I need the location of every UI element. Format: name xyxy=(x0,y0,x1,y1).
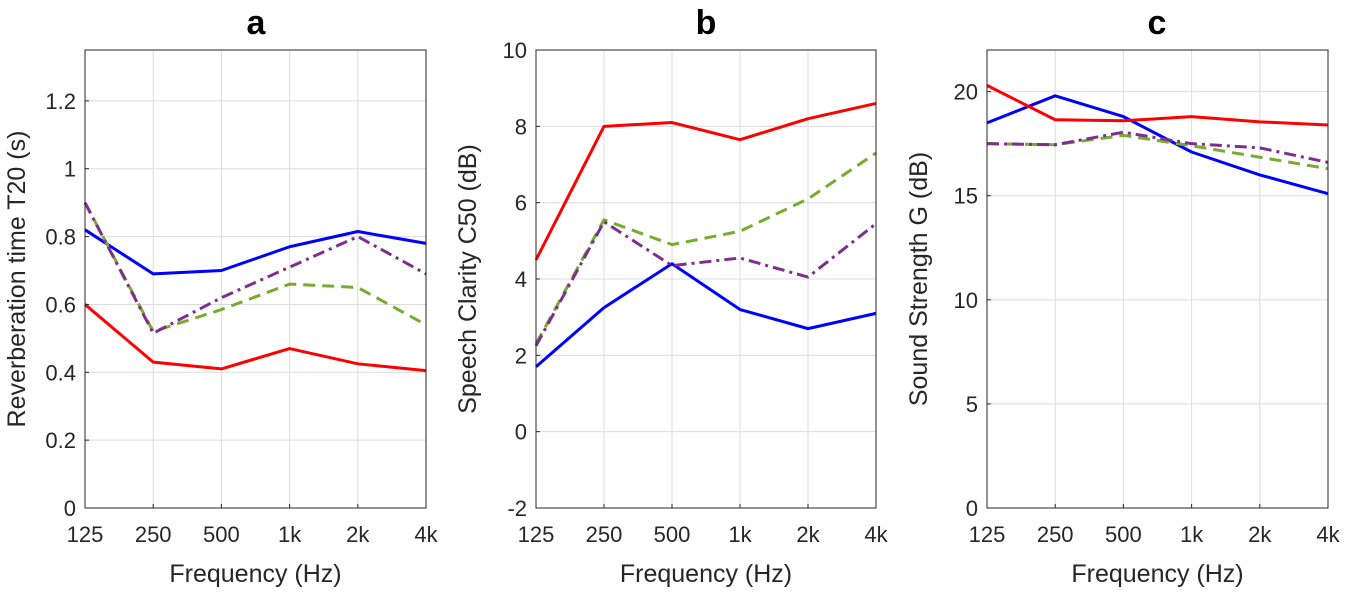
y-tick-label: 8 xyxy=(515,114,527,139)
plot-frame xyxy=(84,49,427,509)
x-tick-label: 1k xyxy=(1180,522,1204,547)
chart-panel-c: 125 250 500 1k 2k 4k 0 5 10 15 20 c Frequency (Hz) So… xyxy=(905,4,1341,588)
panel-title: a xyxy=(247,4,267,42)
y-tick-label: 5 xyxy=(966,392,978,417)
y-tick-label: 0 xyxy=(64,496,76,521)
x-tick-label: 1k xyxy=(728,522,752,547)
y-tick-label: 0 xyxy=(515,420,527,445)
series-line-blue xyxy=(986,94,1329,196)
series-line-blue xyxy=(84,228,427,276)
x-tick-label: 250 xyxy=(135,522,172,547)
x-tick-label: 500 xyxy=(1105,522,1142,547)
series-line-red xyxy=(986,84,1329,127)
x-tick-label: 4k xyxy=(864,522,888,547)
y-axis-label: Sound Strength G (dB) xyxy=(905,152,933,406)
x-axis-label: Frequency (Hz) xyxy=(1071,560,1243,588)
y-tick-label: 1 xyxy=(64,157,76,182)
y-tick-label: -2 xyxy=(507,496,527,521)
y-axis-label: Reverberation time T20 (s) xyxy=(3,131,31,428)
series-line-red xyxy=(84,303,427,373)
x-tick-label: 250 xyxy=(586,522,623,547)
x-axis-label: Frequency (Hz) xyxy=(620,560,792,588)
chart-panel-b: 125 250 500 1k 2k 4k -2 0 2 4 6 8 10 b Frequency (Hz) S… xyxy=(454,4,889,588)
x-tick-label: 4k xyxy=(1316,522,1340,547)
y-tick-label: 15 xyxy=(954,184,978,209)
series-line-purple xyxy=(534,220,877,347)
series-line-green xyxy=(534,151,877,345)
y-tick-label: 1.2 xyxy=(45,89,76,114)
y-tick-label: 10 xyxy=(503,38,527,63)
y-tick-label: 0.6 xyxy=(45,292,76,317)
plot-frame xyxy=(986,49,1329,509)
y-tick-label: 0.4 xyxy=(45,360,76,385)
y-tick-label: 10 xyxy=(954,288,978,313)
y-tick-label: 0.2 xyxy=(45,428,76,453)
series-line-green xyxy=(83,201,427,334)
series-line-red xyxy=(534,101,877,261)
panel-title: c xyxy=(1148,4,1167,42)
y-tick-label: 0.8 xyxy=(45,225,76,250)
x-tick-label: 2k xyxy=(1248,522,1272,547)
series-line-purple xyxy=(83,201,427,335)
x-tick-label: 125 xyxy=(67,522,104,547)
y-axis-label: Speech Clarity C50 (dB) xyxy=(454,144,482,414)
x-tick-label: 500 xyxy=(654,522,691,547)
x-tick-label: 500 xyxy=(203,522,240,547)
y-tick-label: 6 xyxy=(515,191,527,216)
x-tick-label: 125 xyxy=(969,522,1006,547)
x-tick-label: 4k xyxy=(414,522,438,547)
x-tick-label: 1k xyxy=(278,522,302,547)
x-axis-label: Frequency (Hz) xyxy=(169,560,341,588)
series-line-blue xyxy=(535,262,877,368)
panel-title: b xyxy=(696,4,717,42)
y-tick-label: 20 xyxy=(954,80,978,105)
x-tick-label: 2k xyxy=(346,522,370,547)
x-tick-label: 250 xyxy=(1037,522,1074,547)
chart-panel-a: 125 250 500 1k 2k 4k 0 0.2 0.4 0.6 0.8 1 1.2 a Frequen… xyxy=(3,4,439,588)
x-tick-label: 2k xyxy=(796,522,820,547)
y-tick-label: 0 xyxy=(966,496,978,521)
series-line-green xyxy=(986,133,1329,171)
y-tick-label: 4 xyxy=(515,267,527,292)
x-tick-label: 125 xyxy=(518,522,555,547)
y-tick-label: 2 xyxy=(515,343,527,368)
series-line-purple xyxy=(986,130,1329,164)
